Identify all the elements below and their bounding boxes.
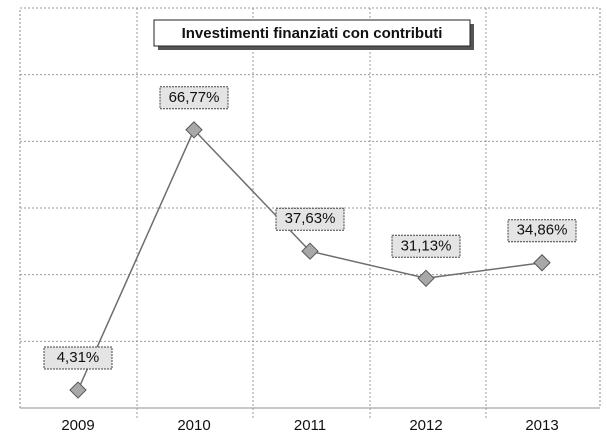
data-label: 4,31% bbox=[43, 346, 113, 370]
data-label-text: 37,63% bbox=[285, 210, 336, 227]
chart-title: Investimenti finanziati con contributi bbox=[182, 25, 443, 42]
title-box bbox=[153, 19, 471, 47]
marker bbox=[185, 121, 203, 139]
data-label-box bbox=[43, 346, 113, 370]
x-tick-label: 2011 bbox=[294, 417, 326, 434]
data-label-box bbox=[391, 234, 461, 258]
data-label-box bbox=[159, 86, 229, 110]
data-label-text: 4,31% bbox=[57, 349, 100, 366]
data-label: 31,13% bbox=[391, 234, 461, 258]
x-tick-label: 2012 bbox=[409, 417, 442, 434]
x-tick-label: 2009 bbox=[61, 417, 94, 434]
data-label: 34,86% bbox=[507, 219, 577, 243]
marker bbox=[417, 269, 435, 287]
data-label-box bbox=[275, 207, 345, 231]
marker bbox=[69, 381, 87, 399]
data-label-text: 31,13% bbox=[401, 237, 452, 254]
data-label: 66,77% bbox=[159, 86, 229, 110]
marker bbox=[533, 254, 551, 272]
marker bbox=[301, 242, 319, 260]
line bbox=[77, 128, 543, 391]
data-label-text: 34,86% bbox=[517, 222, 568, 239]
data-label-box bbox=[507, 219, 577, 243]
vertical-grid bbox=[136, 8, 487, 420]
x-tick-label: 2010 bbox=[177, 417, 210, 434]
data-label: 37,63% bbox=[275, 207, 345, 231]
data-label-text: 66,77% bbox=[169, 89, 220, 106]
x-tick-label: 2013 bbox=[525, 417, 558, 434]
